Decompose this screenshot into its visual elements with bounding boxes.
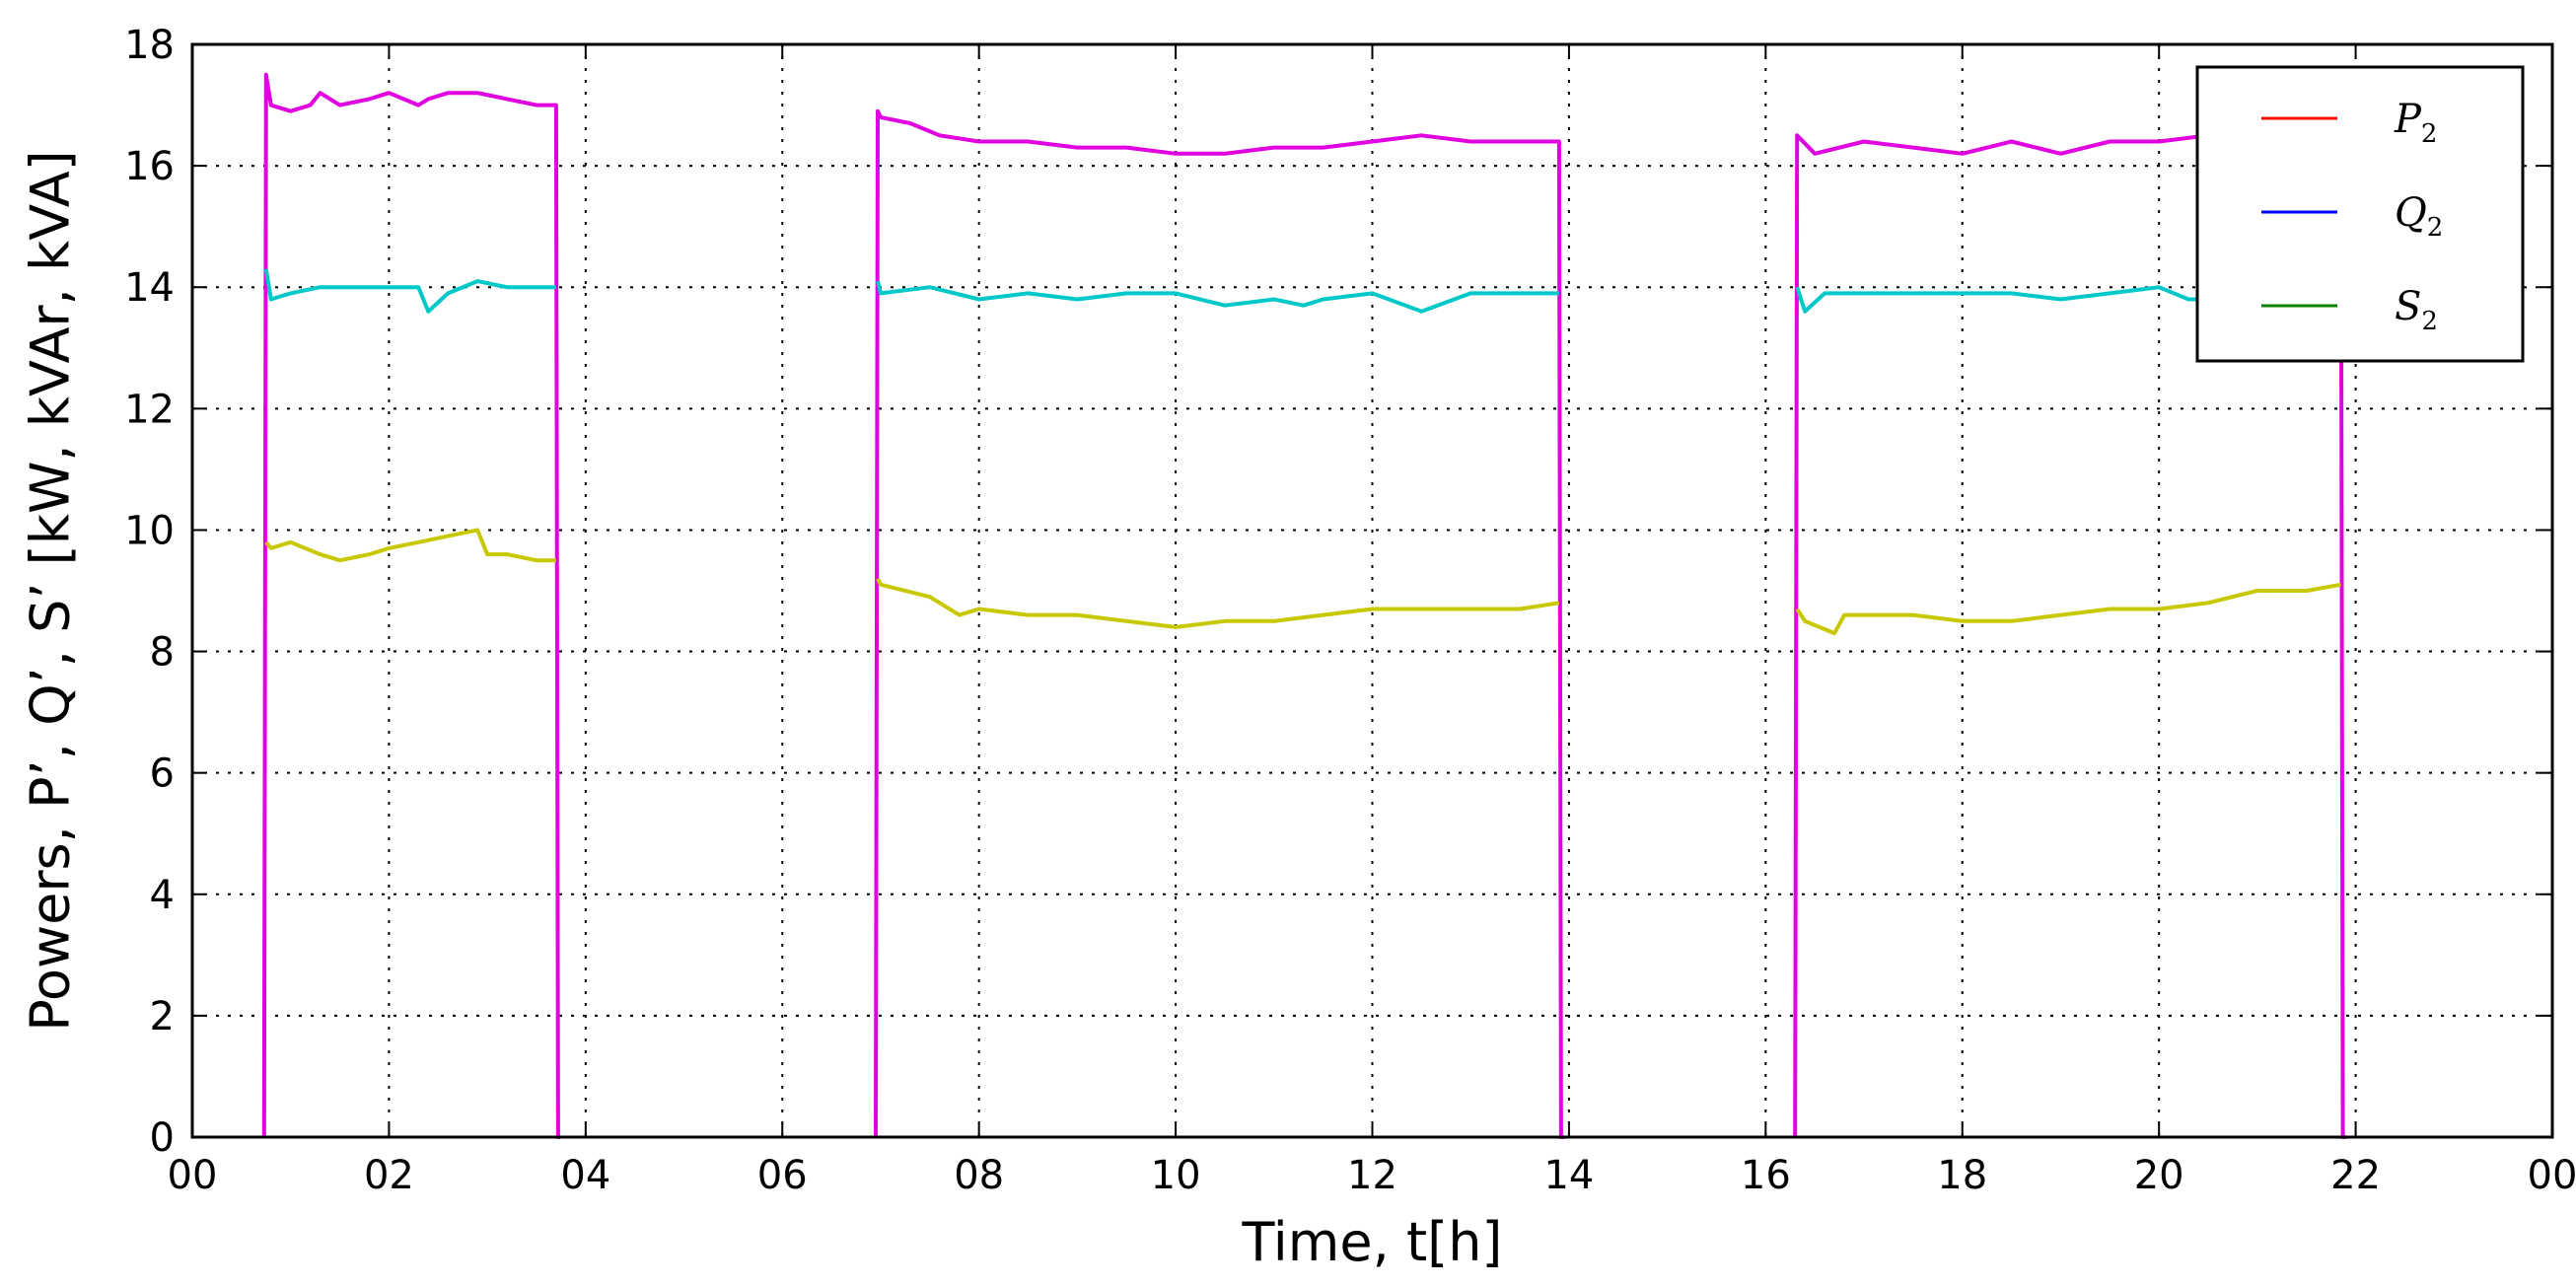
x-tick-label: 06 xyxy=(757,1153,808,1198)
x-tick-label: 10 xyxy=(1151,1153,1201,1198)
x-tick-label: 00 xyxy=(2528,1153,2576,1198)
x-tick-label: 14 xyxy=(1543,1153,1594,1198)
y-tick-label: 12 xyxy=(124,387,175,432)
grid-lines xyxy=(192,44,2552,1137)
y-tick-label: 10 xyxy=(124,508,175,553)
x-axis-label: Time, t[h] xyxy=(1241,1211,1502,1273)
axis-ticks: 00 02 04 06 08 10 12 14 16 18 20 22 0002468101214161… xyxy=(124,23,2576,1198)
y-tick-label: 0 xyxy=(150,1115,175,1161)
y-tick-label: 16 xyxy=(124,144,175,189)
y-tick-label: 6 xyxy=(150,751,175,797)
x-tick-label: 18 xyxy=(1937,1153,1987,1198)
legend-label-2: Q2 xyxy=(2395,190,2443,243)
y-axis-label: Powers, P’, Q’, S’ [kW, kVAr, kVA] xyxy=(20,150,82,1031)
series-lines xyxy=(261,72,2346,1139)
y-tick-label: 2 xyxy=(150,994,175,1039)
series-line-7 xyxy=(264,528,556,563)
x-tick-label: 02 xyxy=(364,1153,414,1198)
series-line-1 xyxy=(261,72,560,1139)
legend-box xyxy=(2195,65,2525,363)
y-tick-label: 4 xyxy=(150,873,175,918)
x-tick-label: 22 xyxy=(2330,1153,2381,1198)
x-tick-label: 12 xyxy=(1347,1153,1397,1198)
x-tick-label: 00 xyxy=(168,1153,218,1198)
series-line-4 xyxy=(263,268,556,314)
x-tick-label: 04 xyxy=(560,1153,610,1198)
x-tick-label: 08 xyxy=(954,1153,1004,1198)
series-line-2 xyxy=(874,108,1564,1139)
x-tick-label: 20 xyxy=(2134,1153,2184,1198)
x-tick-label: 16 xyxy=(1741,1153,1791,1198)
y-tick-label: 18 xyxy=(124,23,175,68)
series-line-5 xyxy=(876,280,1559,314)
y-tick-label: 14 xyxy=(124,265,175,311)
y-tick-label: 8 xyxy=(150,630,175,676)
series-line-9 xyxy=(1795,582,2341,636)
series-line-8 xyxy=(876,577,1560,629)
